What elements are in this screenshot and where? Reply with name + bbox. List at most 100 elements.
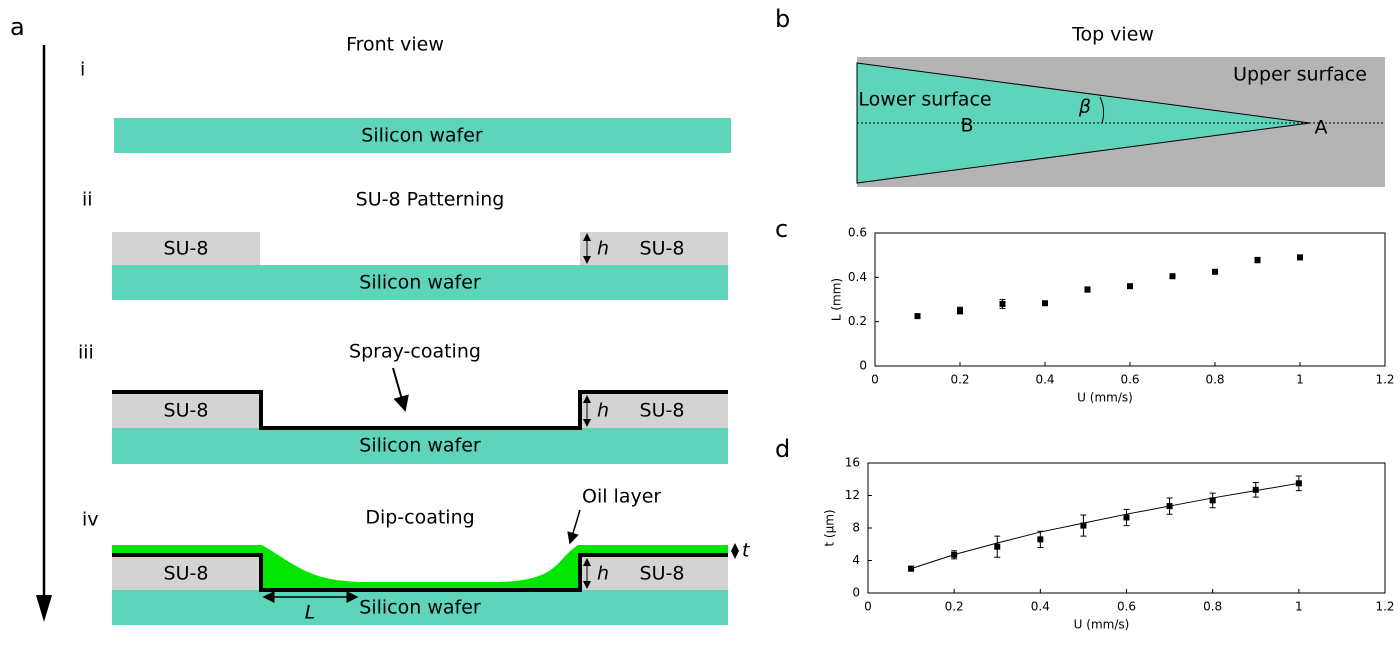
step-numeral: ii — [82, 189, 93, 211]
panel-label: d — [775, 435, 790, 463]
x-tick-label: 0.6 — [1120, 373, 1139, 387]
step-numeral: iii — [78, 342, 94, 364]
x-tick-label: 0.4 — [1035, 373, 1054, 387]
thickness-label: t — [742, 540, 751, 562]
plot-frame — [867, 462, 1386, 594]
x-tick-label: 0.6 — [1117, 600, 1136, 614]
step-numeral: i — [80, 59, 85, 81]
x-tick-label: 1 — [1296, 373, 1304, 387]
data-point — [1252, 486, 1259, 493]
data-point — [1295, 480, 1302, 487]
pointer — [567, 509, 581, 545]
lower-label: Lower surface — [858, 89, 991, 111]
x-axis-label: U (mm/s) — [1074, 618, 1130, 632]
y-tick-label: 12 — [845, 488, 860, 502]
data-point — [1084, 286, 1091, 293]
y-tick-label: 8 — [852, 521, 860, 535]
y-axis-label: L (mm) — [830, 278, 844, 321]
panel-label: c — [775, 215, 788, 243]
angle-label: β — [1078, 96, 1091, 118]
su8-label: SU-8 — [164, 238, 209, 260]
x-tick-label: 0.2 — [950, 373, 969, 387]
step-title: Spray-coating — [349, 341, 481, 363]
wafer-label: Silicon wafer — [361, 125, 483, 147]
su8-block — [580, 555, 728, 590]
panel-label: a — [10, 13, 25, 41]
length-label: L — [305, 602, 316, 624]
height-label: h — [597, 563, 609, 585]
oil-layer — [112, 545, 728, 590]
data-point — [1080, 522, 1087, 529]
data-point — [1127, 283, 1133, 290]
top-view-title: Top view — [1071, 24, 1154, 46]
y-tick-label: 0 — [859, 359, 867, 373]
height-label: h — [597, 400, 609, 422]
data-point — [957, 307, 963, 314]
arrow-head — [36, 595, 52, 622]
su8-label: SU-8 — [640, 563, 685, 585]
x-tick-label: 0.8 — [1205, 373, 1224, 387]
data-point — [999, 300, 1006, 307]
data-point — [1297, 254, 1303, 261]
x-tick-label: 1 — [1295, 600, 1303, 614]
su8-block — [112, 232, 260, 265]
su8-label: SU-8 — [164, 400, 209, 422]
data-point — [1209, 497, 1216, 504]
step-title: Dip-coating — [365, 507, 474, 529]
wafer-label: Silicon wafer — [359, 272, 481, 294]
y-tick-label: 16 — [845, 456, 860, 470]
y-tick-label: 0.2 — [848, 314, 867, 328]
x-tick-label: 1.2 — [1375, 600, 1394, 614]
x-tick-label: 0 — [864, 600, 872, 614]
wafer — [114, 118, 731, 153]
x-tick-label: 0 — [871, 373, 879, 387]
data-point — [1037, 536, 1044, 543]
x-axis-label: U (mm/s) — [1077, 391, 1133, 405]
angle-arc — [1099, 96, 1105, 124]
x-tick-label: 0.4 — [1031, 600, 1050, 614]
point-label: B — [960, 115, 973, 137]
y-tick-label: 0.6 — [848, 226, 867, 240]
x-tick-label: 0.8 — [1203, 600, 1222, 614]
point-label: A — [1315, 117, 1328, 139]
su8-block — [580, 392, 728, 428]
wafer-label: Silicon wafer — [359, 435, 481, 457]
upper-label: Upper surface — [1233, 64, 1367, 86]
wafer — [112, 265, 728, 300]
annotation: Oil layer — [582, 486, 661, 508]
data-point — [1169, 273, 1176, 280]
data-point — [1123, 514, 1130, 521]
wafer — [112, 590, 728, 625]
data-point — [914, 313, 921, 320]
data-point — [1166, 503, 1173, 510]
x-tick-label: 1.2 — [1375, 373, 1394, 387]
su8-label: SU-8 — [640, 238, 685, 260]
data-point — [908, 565, 915, 572]
plot-frame — [874, 232, 1386, 367]
su8-label: SU-8 — [164, 563, 209, 585]
coating — [112, 553, 728, 592]
panel-label: b — [775, 5, 790, 33]
data-point — [1254, 257, 1261, 264]
su8-block — [580, 232, 728, 265]
coating — [112, 390, 728, 430]
fit-line — [910, 482, 1299, 570]
su8-block — [112, 392, 260, 428]
data-point — [994, 543, 1001, 550]
data-point — [1212, 268, 1218, 275]
x-tick-label: 0.2 — [945, 600, 964, 614]
data-point — [951, 551, 958, 558]
wafer-label: Silicon wafer — [359, 597, 481, 619]
height-label: h — [597, 238, 609, 260]
y-tick-label: 4 — [852, 553, 860, 567]
front-view-title: Front view — [346, 34, 444, 56]
data-point — [1042, 300, 1048, 307]
y-tick-label: 0 — [852, 586, 860, 600]
step-title: SU-8 Patterning — [356, 189, 505, 211]
step-numeral: iv — [82, 509, 99, 531]
y-axis-label: t (μm) — [823, 509, 837, 546]
su8-label: SU-8 — [640, 400, 685, 422]
y-tick-label: 0.4 — [848, 270, 867, 284]
su8-block — [112, 555, 260, 590]
